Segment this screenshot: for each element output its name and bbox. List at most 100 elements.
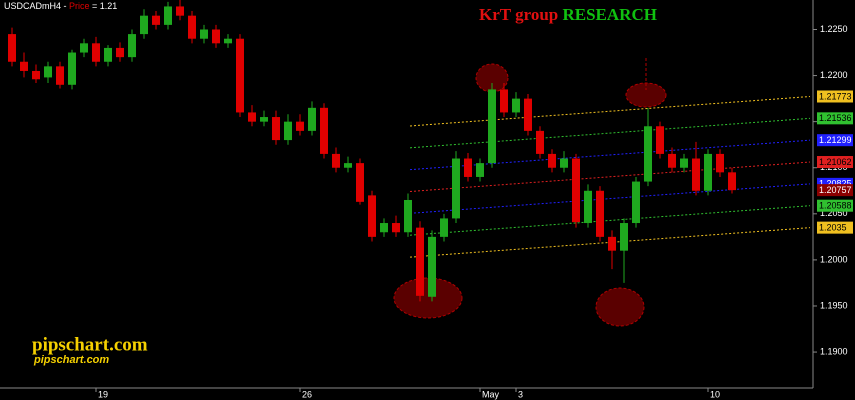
candle-body [164, 6, 172, 25]
y-tick-label: 1.2050 [820, 208, 848, 218]
level-box [817, 134, 853, 147]
title-part: KrT group [479, 5, 558, 24]
candle-body [380, 223, 388, 233]
x-tick-label: 26 [302, 389, 312, 399]
candle-body [524, 98, 532, 131]
candle-body [584, 190, 592, 224]
candle-body [332, 153, 340, 168]
annotations [393, 58, 667, 327]
watermark: pipschart.com [32, 334, 148, 355]
candle-body [308, 107, 316, 131]
title-part: RESEARCH [562, 5, 656, 24]
last-price-label: 1.20757 [819, 185, 852, 195]
channel-line [409, 161, 811, 193]
candle-body [512, 98, 520, 113]
candle-body [500, 89, 508, 113]
level-label: 1.20825 [819, 179, 852, 189]
candle-body [116, 47, 124, 58]
candle-body [716, 153, 724, 173]
y-tick-label: 1.2200 [820, 70, 848, 80]
candle-body [104, 47, 112, 62]
candle-body [20, 61, 28, 71]
candle-body [248, 112, 256, 122]
candle-body [56, 66, 64, 85]
candle-body [128, 34, 136, 58]
x-tick-label: 19 [98, 389, 108, 399]
channel-line [409, 139, 811, 171]
y-tick-label: 1.2250 [820, 24, 848, 34]
watermark-sub: pipschart.com [33, 354, 109, 366]
candle-body [692, 158, 700, 191]
candle-body [344, 163, 352, 168]
candle-body [44, 66, 52, 78]
price-text: = 1.21 [90, 1, 118, 11]
candle-body [476, 163, 484, 177]
candle-body [236, 38, 244, 113]
candle-body [296, 121, 304, 131]
level-label: 1.21062 [819, 157, 852, 167]
highlight-ellipse [475, 63, 509, 93]
level-box [817, 221, 853, 234]
candle-body [212, 29, 220, 44]
level-box [817, 112, 853, 125]
candle-body [440, 218, 448, 237]
channel-line [409, 95, 811, 127]
highlight-ellipse [595, 287, 645, 327]
candle-body [272, 117, 280, 141]
chart-title: KrT group RESEARCH [479, 5, 657, 24]
channel-line [409, 183, 811, 214]
candle-body [260, 117, 268, 122]
candle-body [188, 15, 196, 39]
channel-line [409, 205, 811, 236]
candle-body [416, 227, 424, 296]
candle-body [704, 153, 712, 191]
candle-body [644, 126, 652, 182]
symbol-label: USDCADmH4 - Price = 1.21 [4, 1, 117, 11]
y-tick-label: 1.1900 [820, 346, 848, 356]
candle-body [80, 43, 88, 53]
candle-body [368, 195, 376, 237]
candle-body [392, 223, 400, 233]
candle-body [404, 199, 412, 233]
symbol: USDCADmH4 - [4, 1, 69, 11]
highlight-ellipse [625, 82, 667, 108]
candle-body [428, 236, 436, 297]
level-box [817, 156, 853, 169]
level-box [817, 90, 853, 103]
level-label: 1.21773 [819, 91, 852, 101]
candle-body [284, 121, 292, 141]
y-tick-label: 1.2000 [820, 254, 848, 264]
candle-body [140, 15, 148, 35]
x-tick-label: May [482, 389, 500, 399]
candle-body [548, 153, 556, 168]
candle-body [92, 43, 100, 62]
level-box [817, 199, 853, 212]
candle-body [488, 89, 496, 164]
candle-body [620, 223, 628, 251]
price-word: Price [69, 1, 90, 11]
channel-line [409, 117, 811, 149]
candle-body [572, 158, 580, 223]
candle-body [320, 107, 328, 154]
level-label: 1.2035 [819, 223, 847, 233]
candle-body [224, 38, 232, 44]
candle-body [32, 70, 40, 80]
candle-body [8, 34, 16, 62]
candle-body [632, 181, 640, 224]
level-label: 1.21536 [819, 113, 852, 123]
x-tick-label: 3 [518, 389, 523, 399]
level-label: 1.21299 [819, 135, 852, 145]
candle-body [608, 236, 616, 251]
level-label: 1.20588 [819, 201, 852, 211]
candle-body [560, 158, 568, 168]
candle-body [728, 172, 736, 191]
last-price-box [817, 184, 853, 197]
x-tick-label: 10 [710, 389, 720, 399]
candle-body [656, 126, 664, 154]
candle-body [536, 130, 544, 154]
candle-body [200, 29, 208, 39]
candle-body [464, 158, 472, 177]
